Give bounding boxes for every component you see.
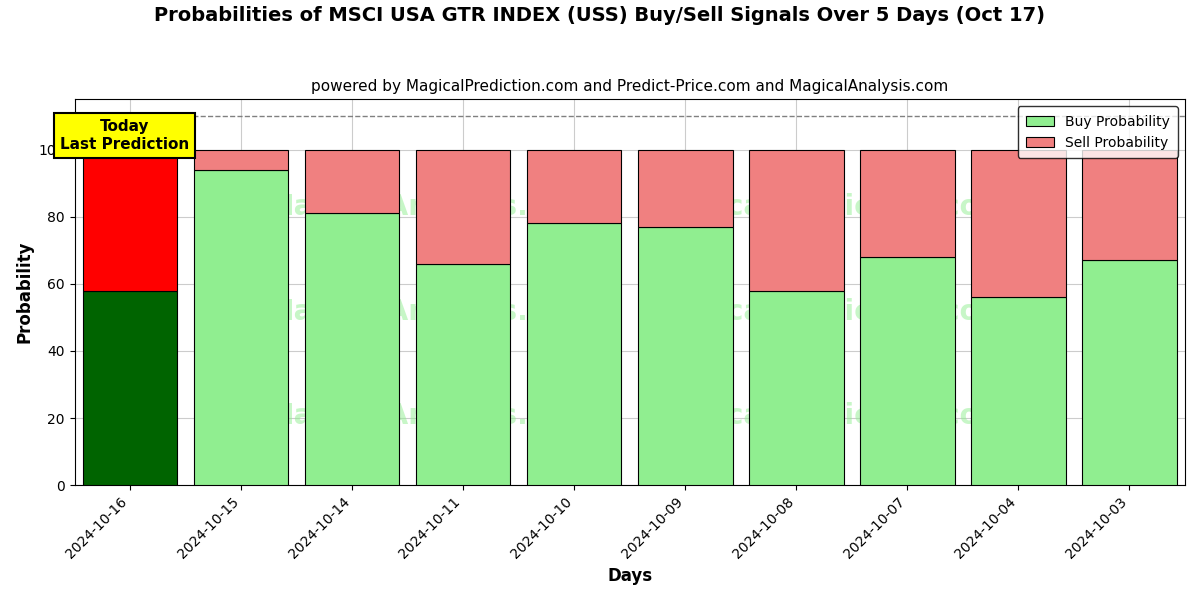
Bar — [194, 170, 288, 485]
Bar — [971, 297, 1066, 485]
Bar — [305, 149, 400, 214]
Bar — [1082, 260, 1177, 485]
Bar — [416, 264, 510, 485]
Bar — [527, 223, 622, 485]
Text: Today
Last Prediction: Today Last Prediction — [60, 119, 190, 152]
Text: Probabilities of MSCI USA GTR INDEX (USS) Buy/Sell Signals Over 5 Days (Oct 17): Probabilities of MSCI USA GTR INDEX (USS… — [155, 6, 1045, 25]
Bar — [638, 227, 732, 485]
Bar — [860, 149, 955, 257]
Bar — [1082, 149, 1177, 260]
Bar — [971, 149, 1066, 297]
Title: powered by MagicalPrediction.com and Predict-Price.com and MagicalAnalysis.com: powered by MagicalPrediction.com and Pre… — [311, 79, 948, 94]
Y-axis label: Probability: Probability — [16, 241, 34, 343]
Bar — [749, 290, 844, 485]
Text: MagicalAnalysis.com: MagicalAnalysis.com — [266, 402, 593, 430]
Text: MagicalPrediction.com: MagicalPrediction.com — [652, 193, 1008, 221]
Bar — [860, 257, 955, 485]
Text: MagicalAnalysis.com: MagicalAnalysis.com — [266, 193, 593, 221]
Bar — [83, 149, 178, 290]
Bar — [749, 149, 844, 290]
Bar — [416, 149, 510, 264]
Bar — [638, 149, 732, 227]
Bar — [527, 149, 622, 223]
Text: MagicalPrediction.com: MagicalPrediction.com — [652, 402, 1008, 430]
Bar — [305, 214, 400, 485]
X-axis label: Days: Days — [607, 567, 653, 585]
Bar — [83, 290, 178, 485]
Legend: Buy Probability, Sell Probability: Buy Probability, Sell Probability — [1018, 106, 1178, 158]
Bar — [194, 149, 288, 170]
Text: MagicalPrediction.com: MagicalPrediction.com — [652, 298, 1008, 326]
Text: MagicalAnalysis.com: MagicalAnalysis.com — [266, 298, 593, 326]
